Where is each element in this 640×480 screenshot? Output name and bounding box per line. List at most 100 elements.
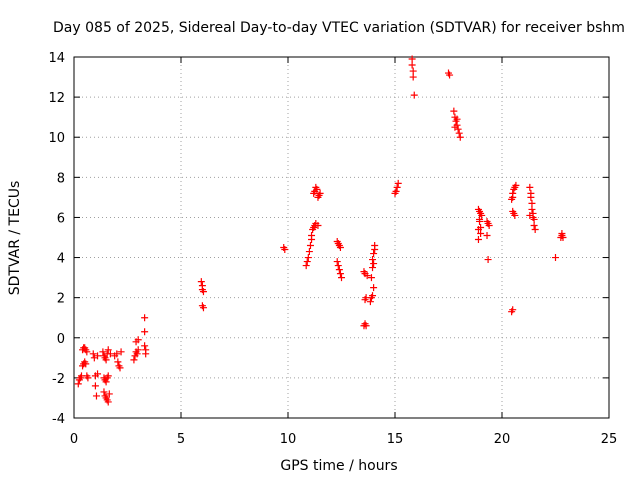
data-point (316, 189, 324, 197)
data-point (336, 270, 344, 278)
data-point (141, 342, 149, 350)
axis-ticks (73, 56, 610, 419)
data-point (456, 133, 464, 141)
data-point (281, 246, 289, 254)
data-point (474, 236, 482, 244)
data-point (305, 248, 313, 256)
grid-lines (74, 57, 609, 418)
data-point (106, 350, 114, 358)
data-point (370, 284, 378, 292)
data-point (302, 262, 310, 270)
data-point (84, 374, 92, 382)
data-point (367, 274, 375, 282)
data-point (336, 244, 344, 252)
data-point (105, 390, 113, 398)
data-point (451, 123, 459, 131)
y-tick-label: 10 (48, 131, 65, 146)
y-tick-label: 2 (57, 292, 65, 307)
data-point (82, 360, 90, 368)
data-point (104, 398, 112, 406)
data-point (102, 378, 110, 386)
data-point (306, 242, 314, 250)
data-point (334, 262, 342, 270)
data-point (114, 358, 122, 366)
data-point (199, 288, 207, 296)
data-point (558, 229, 566, 237)
data-point (100, 388, 108, 396)
data-point (408, 61, 416, 69)
data-point (410, 91, 418, 99)
data-point (527, 193, 535, 201)
data-point (313, 185, 321, 193)
data-point (335, 266, 343, 274)
y-tick-label: 4 (57, 252, 65, 267)
data-point (366, 298, 374, 306)
data-point (552, 254, 559, 262)
data-point (134, 336, 142, 344)
data-point (142, 350, 150, 358)
data-point (528, 205, 536, 213)
x-tick-label: 25 (601, 432, 618, 447)
data-point (91, 382, 99, 390)
data-point (141, 328, 149, 336)
data-point (94, 352, 102, 360)
data-point (113, 350, 121, 358)
y-tick-labels: -4 -2 0 2 4 6 8 10 12 14 (48, 51, 65, 427)
data-point (369, 256, 377, 264)
data-point (370, 250, 378, 258)
data-point (528, 199, 536, 207)
data-point (141, 314, 149, 322)
data-point (363, 272, 371, 280)
data-point (370, 260, 378, 268)
data-point (199, 304, 207, 312)
y-tick-label: -4 (52, 412, 65, 427)
data-point (99, 348, 107, 356)
x-tick-label: 10 (280, 432, 297, 447)
data-point (393, 183, 401, 191)
y-tick-label: 6 (57, 211, 65, 226)
data-point (362, 322, 370, 330)
y-axis-label: SDTVAR / TECUs (7, 181, 23, 296)
data-point (133, 350, 141, 358)
y-tick-label: 0 (57, 332, 65, 347)
y-tick-label: -2 (52, 372, 65, 387)
data-point (509, 306, 517, 314)
data-point (478, 211, 486, 219)
data-point (134, 346, 142, 354)
data-point (526, 183, 534, 191)
y-tick-label: 14 (48, 51, 65, 66)
data-point (394, 179, 402, 187)
data-point (392, 187, 400, 195)
data-point (102, 356, 110, 364)
data-point (130, 356, 138, 364)
data-point (104, 372, 112, 380)
data-point (409, 73, 417, 81)
data-point (369, 264, 377, 272)
x-axis-label: GPS time / hours (280, 458, 397, 474)
data-point (484, 256, 492, 264)
data-point (117, 348, 125, 356)
data-point (314, 221, 322, 229)
x-tick-label: 20 (494, 432, 511, 447)
data-point (483, 231, 491, 239)
x-tick-label: 5 (177, 432, 185, 447)
data-point (74, 380, 82, 388)
data-point (408, 55, 416, 63)
data-point (474, 225, 482, 233)
data-point (511, 211, 519, 219)
data-point (455, 129, 463, 137)
y-tick-label: 8 (57, 171, 65, 186)
data-point (333, 258, 341, 266)
data-point (559, 234, 567, 241)
data-point (94, 370, 102, 378)
data-point (485, 221, 493, 229)
data-point (530, 221, 538, 229)
data-point (446, 71, 454, 79)
data-point (104, 346, 112, 354)
data-point (338, 274, 345, 282)
chart-title: Day 085 of 2025, Sidereal Day-to-day VTE… (53, 20, 625, 36)
data-point (369, 292, 377, 300)
data-point (477, 229, 485, 237)
data-point (92, 392, 100, 400)
